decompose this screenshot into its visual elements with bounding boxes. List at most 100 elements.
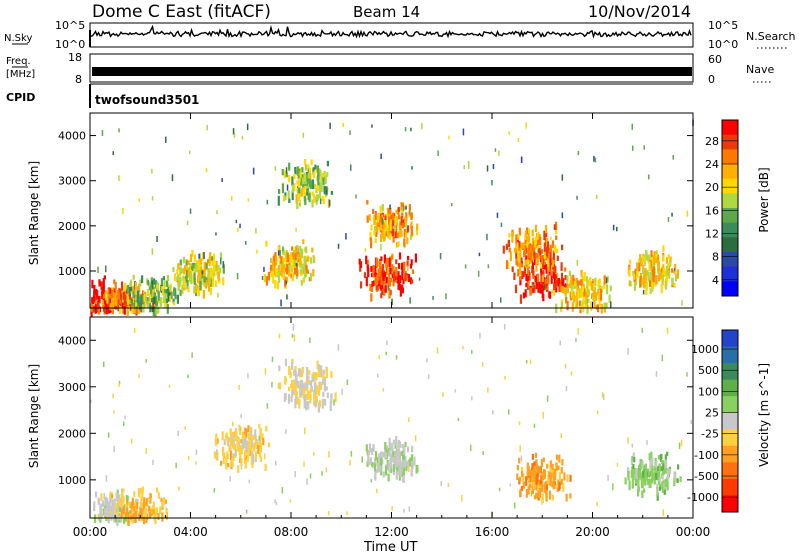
power-echo-cell xyxy=(517,235,520,241)
velocity-echo-cell xyxy=(661,475,664,480)
velocity-echo-cell xyxy=(333,399,335,406)
power-echo-cell xyxy=(299,255,302,265)
power-echo-cell xyxy=(299,268,302,275)
power-echo-cell xyxy=(187,267,190,278)
power-echo-cell xyxy=(241,135,244,140)
velocity-echo-cell xyxy=(94,514,97,523)
velocity-echo-cell xyxy=(663,482,666,490)
velocity-echo-cell xyxy=(175,462,177,469)
velocity-echo-cell xyxy=(656,466,659,472)
velocity-echo-cell xyxy=(144,510,148,519)
power-echo-cell xyxy=(464,264,467,269)
power-echo-cell xyxy=(300,188,303,197)
power-echo-cell xyxy=(105,305,108,315)
velocity-echo-cell xyxy=(109,491,112,498)
power-echo-cell xyxy=(294,246,297,255)
power-echo-cell xyxy=(605,284,609,295)
power-echo-cell xyxy=(296,269,299,277)
power-echo-cell xyxy=(511,234,514,243)
velocity-echo-cell xyxy=(293,334,296,342)
velocity-echo-cell xyxy=(309,337,311,344)
power-echo-cell xyxy=(139,279,142,287)
velocity-echo-cell xyxy=(291,361,294,370)
velocity-echo-cell xyxy=(240,465,243,470)
power-echo-cell xyxy=(681,300,683,306)
power-echo-cell xyxy=(547,274,550,285)
velocity-echo-cell xyxy=(536,465,539,473)
power-echo-cell xyxy=(667,217,670,222)
power-echo-cell xyxy=(137,306,140,315)
power-echo-cell xyxy=(105,265,107,273)
power-echo-cell xyxy=(378,280,381,287)
power-echo-cell xyxy=(306,173,309,182)
velocity-echo-cell xyxy=(216,449,218,456)
power-echo-cell xyxy=(165,289,168,296)
velocity-echo-cell xyxy=(223,439,226,446)
velocity-echo-cell xyxy=(241,432,244,441)
velocity-echo-cell xyxy=(627,470,630,481)
velocity-echo-cell xyxy=(411,461,414,467)
velocity-echo-cell xyxy=(138,513,141,521)
power-echo-cell xyxy=(382,264,385,272)
power-echo-cell xyxy=(371,281,374,287)
power-echo-cell xyxy=(400,262,403,270)
power-echo-cell xyxy=(378,225,382,230)
velocity-echo-cell xyxy=(388,449,391,456)
velocity-echo-cell xyxy=(375,451,378,461)
power-echo-cell xyxy=(603,304,606,309)
power-echo-cell xyxy=(389,234,392,239)
velocity-echo-cell xyxy=(481,362,484,367)
power-echo-cell xyxy=(213,263,216,273)
velocity-echo-cell xyxy=(641,327,643,333)
power-echo-cell xyxy=(206,125,208,131)
power-echo-cell xyxy=(203,282,206,287)
power-colorbar-swatch xyxy=(722,222,738,238)
power-echo-cell xyxy=(191,249,194,257)
velocity-echo-cell xyxy=(531,453,534,460)
power-echo-cell xyxy=(312,269,315,277)
power-echo-cell xyxy=(104,298,107,309)
power-echo-cell xyxy=(299,245,302,254)
velocity-echo-cell xyxy=(239,451,242,459)
velocity-echo-cell xyxy=(395,452,398,463)
power-echo-cell xyxy=(398,282,401,289)
velocity-echo-cell xyxy=(156,487,159,493)
velocity-echo-cell xyxy=(303,399,306,409)
power-echo-cell xyxy=(161,286,164,291)
power-echo-cell xyxy=(603,284,606,289)
power-echo-cell xyxy=(410,259,413,266)
velocity-echo-cell xyxy=(224,435,228,440)
power-echo-cell xyxy=(397,241,400,247)
power-echo-cell xyxy=(117,293,120,300)
velocity-echo-cell xyxy=(525,360,528,364)
velocity-echo-cell xyxy=(225,432,228,437)
velocity-echo-cell xyxy=(552,481,555,490)
velocity-echo-cell xyxy=(530,467,534,475)
site-title: Dome C East (fitACF) xyxy=(92,2,271,22)
velocity-echo-cell xyxy=(308,370,311,376)
velocity-echo-cell xyxy=(238,424,241,432)
velocity-echo-cell xyxy=(660,466,663,471)
velocity-echo-cell xyxy=(152,459,154,466)
power-echo-cell xyxy=(375,232,378,238)
velocity-echo-cell xyxy=(315,395,318,403)
velocity-echo-cell xyxy=(236,445,239,452)
velocity-echo-cell xyxy=(290,395,293,402)
power-echo-cell xyxy=(516,245,519,254)
power-echo-cell xyxy=(122,292,125,300)
velocity-echo-cell xyxy=(663,466,666,474)
power-echo-cell xyxy=(563,287,566,294)
power-echo-cell xyxy=(599,288,602,296)
power-echo-cell xyxy=(559,283,562,292)
power-echo-cell xyxy=(650,250,653,257)
velocity-echo-cell xyxy=(548,472,551,480)
velocity-echo-cell xyxy=(162,497,166,505)
power-echo-cell xyxy=(610,301,612,308)
power-echo-cell xyxy=(159,297,163,307)
velocity-echo-cell xyxy=(544,481,547,487)
power-echo-cell xyxy=(537,232,540,241)
power-echo-cell xyxy=(140,294,143,305)
velocity-echo-cell xyxy=(384,442,387,450)
